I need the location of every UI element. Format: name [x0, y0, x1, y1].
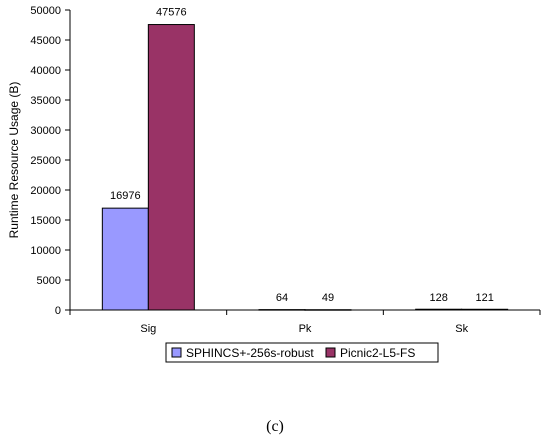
- bar-sk-1: [461, 308, 509, 311]
- y-tick-label: 40000: [30, 65, 61, 77]
- data-label: 121: [475, 292, 493, 304]
- legend-box: [165, 342, 439, 363]
- bar-sig-0: [101, 207, 149, 311]
- labels: 0 5000 10000 15000 20000 25000 30000 35000 40000…: [30, 5, 493, 335]
- bar-pk-0: [258, 309, 306, 311]
- legend-label: Picnic2-L5-FS: [340, 346, 415, 360]
- x-tick-label: Pk: [299, 323, 312, 335]
- data-label: 47576: [156, 7, 187, 19]
- x-tick-label: Sig: [140, 323, 156, 335]
- y-tick-label: 35000: [30, 95, 61, 107]
- y-tick-label: 50000: [30, 5, 61, 17]
- bar-sk-0: [415, 308, 463, 311]
- data-label: 16976: [110, 190, 141, 202]
- y-tick-label: 0: [55, 305, 61, 317]
- y-tick-label: 5000: [37, 275, 61, 287]
- y-tick-label: 15000: [30, 215, 61, 227]
- y-tick-label: 10000: [30, 245, 61, 257]
- legend-label: SPHINCS+-256s-robust: [186, 346, 314, 360]
- legend-swatch: [171, 347, 182, 358]
- y-tick-label: 30000: [30, 125, 61, 137]
- x-tick-label: Sk: [455, 323, 468, 335]
- data-label: 128: [429, 292, 447, 304]
- bar-pk-1: [304, 309, 352, 311]
- data-label: 64: [276, 292, 288, 304]
- bar-sig-1: [147, 24, 195, 311]
- bars: [101, 24, 509, 311]
- panel-caption: (c): [266, 418, 284, 435]
- legend: SPHINCS+-256s-robust Picnic2-L5-FS: [165, 342, 439, 363]
- data-label: 49: [322, 292, 334, 304]
- bar-chart: 0 5000 10000 15000 20000 25000 30000 35000 40000…: [7, 5, 541, 363]
- y-axis-label: Runtime Resource Usage (B): [7, 82, 21, 239]
- y-tick-label: 25000: [30, 155, 61, 167]
- legend-swatch: [325, 347, 336, 358]
- y-tick-label: 20000: [30, 185, 61, 197]
- y-tick-label: 45000: [30, 35, 61, 47]
